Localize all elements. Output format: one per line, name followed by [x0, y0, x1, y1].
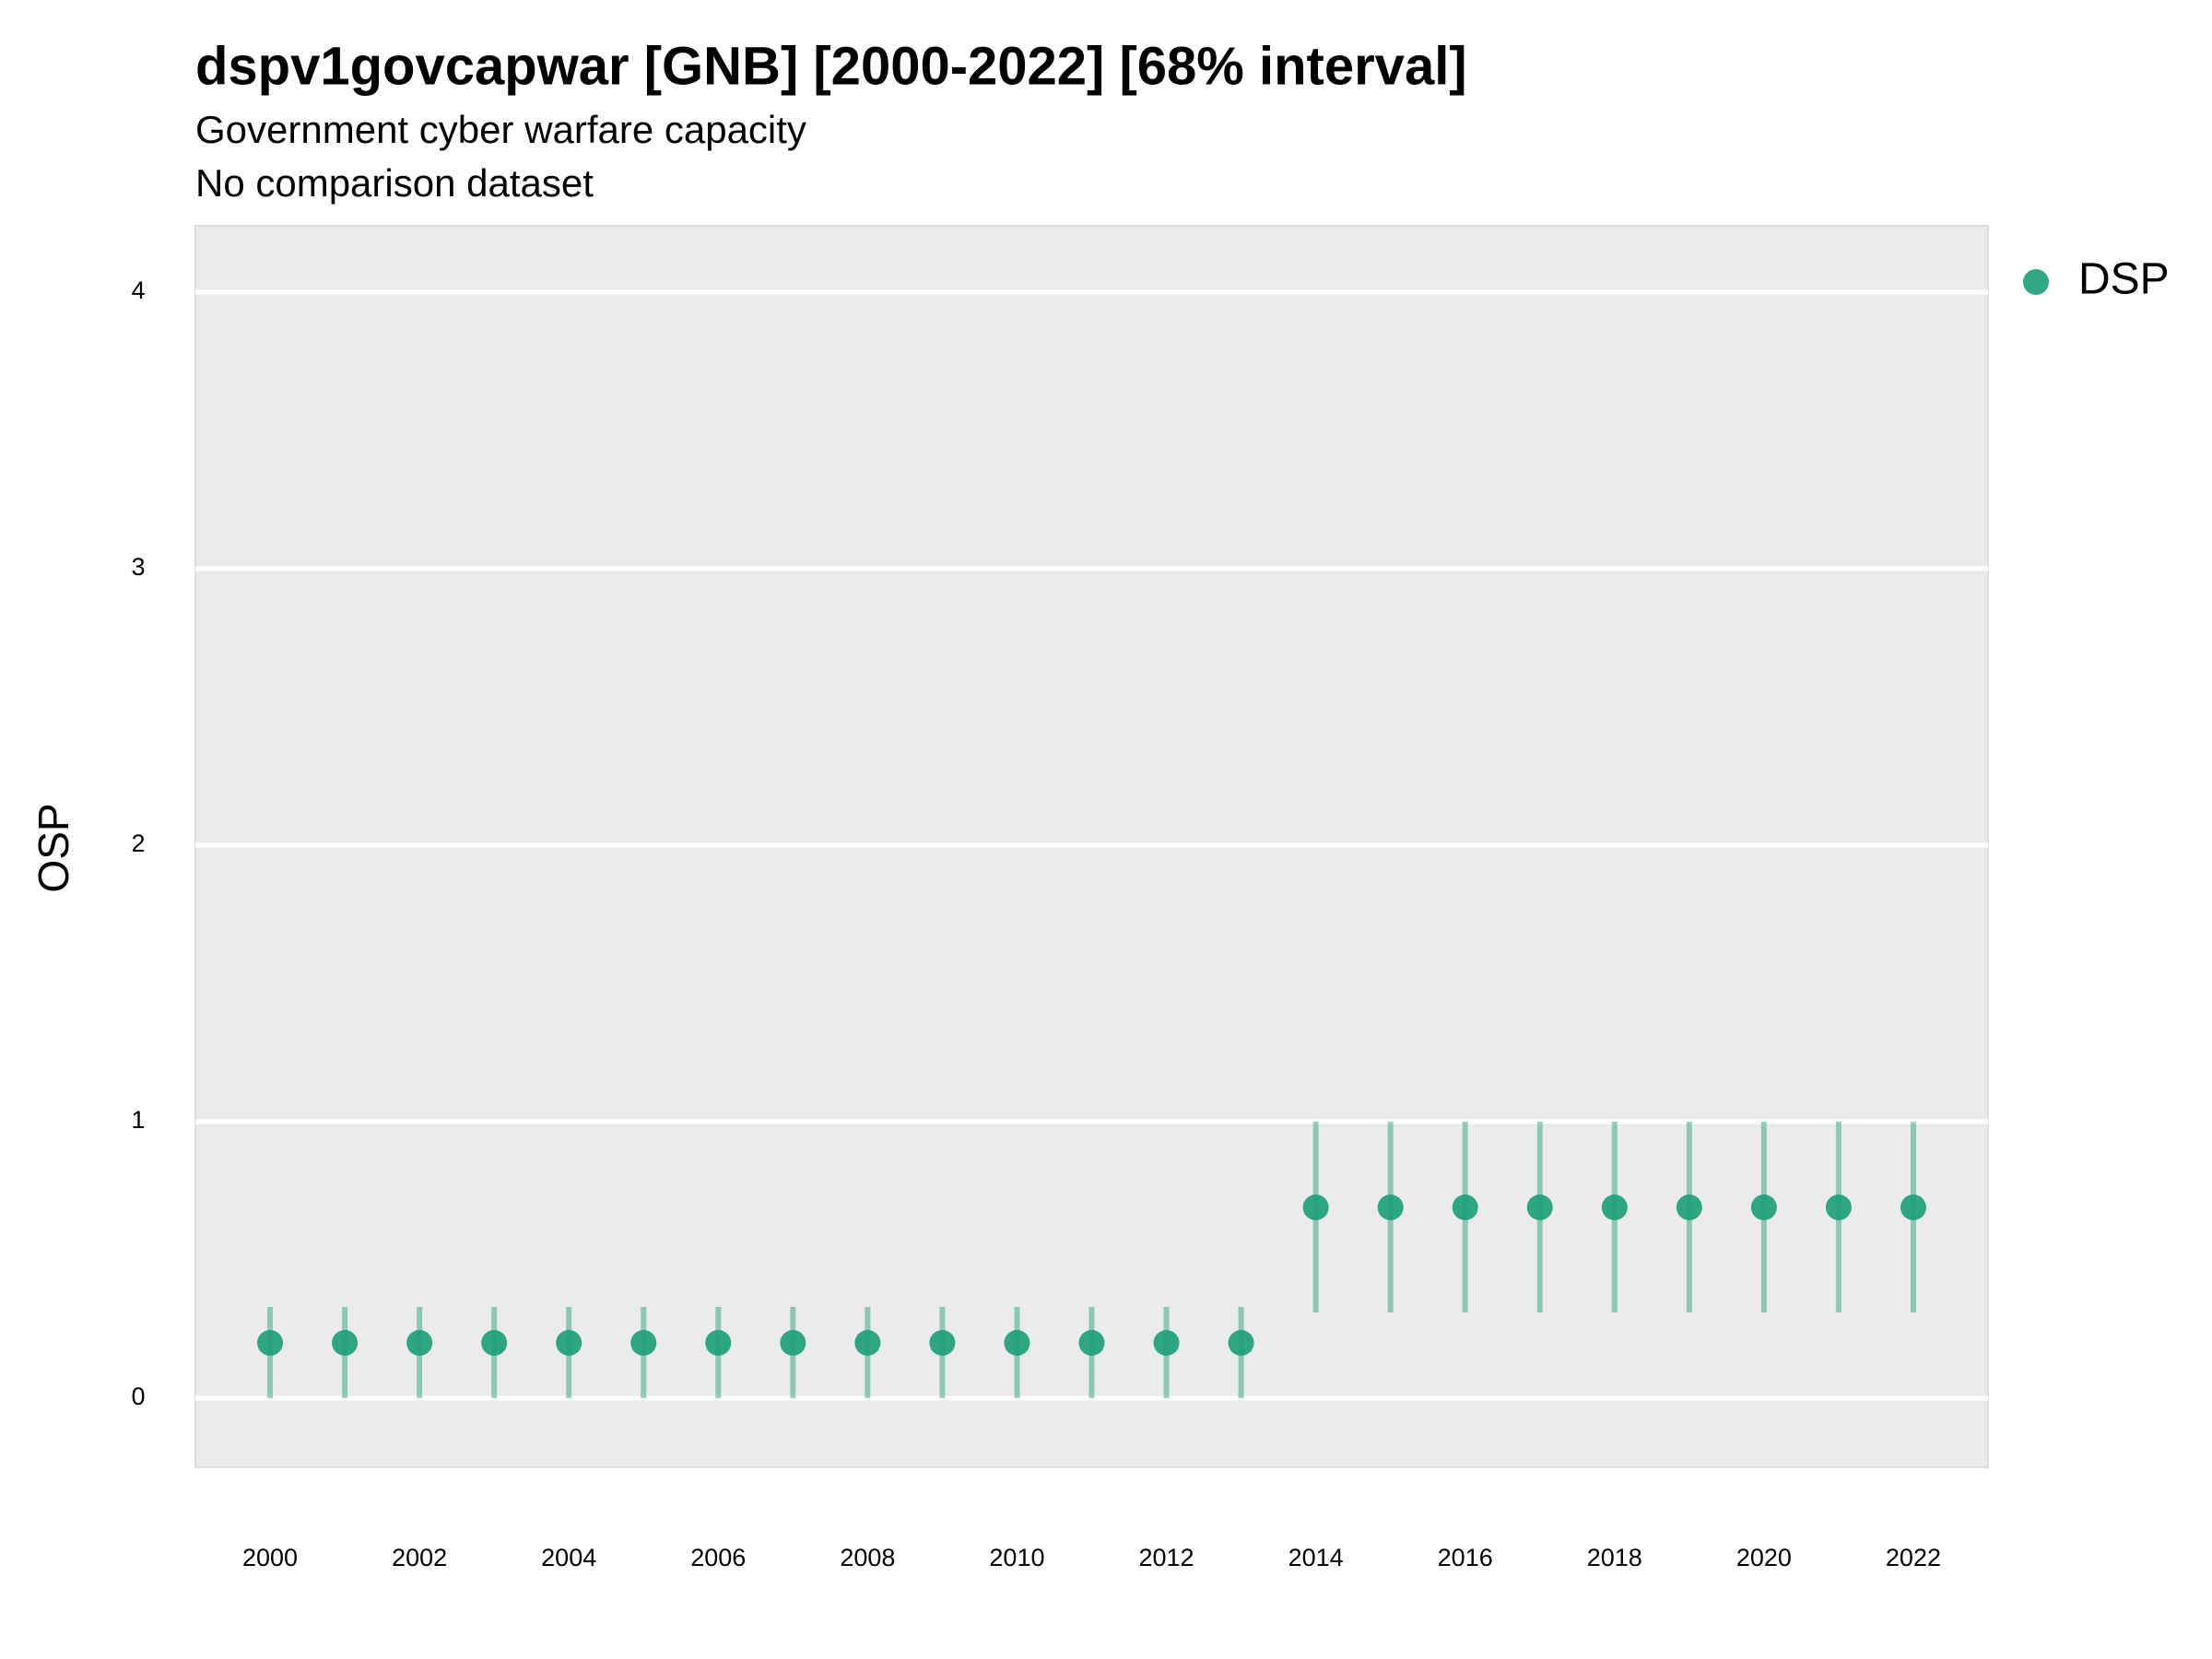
point: [705, 1330, 732, 1356]
legend-label: DSP: [2078, 255, 2170, 304]
point: [406, 1330, 433, 1356]
point: [332, 1330, 359, 1356]
y-tick-label: 2: [131, 830, 145, 857]
point: [556, 1330, 582, 1356]
point: [1825, 1194, 1852, 1220]
point: [1228, 1330, 1254, 1356]
point: [1900, 1194, 1926, 1220]
legend-marker: [2023, 269, 2049, 295]
point: [1750, 1194, 1777, 1220]
x-tick-label: 2012: [1139, 1544, 1194, 1571]
x-tick-label: 2014: [1288, 1544, 1344, 1571]
y-tick-label: 4: [131, 276, 145, 304]
point: [1452, 1194, 1478, 1220]
point: [481, 1330, 508, 1356]
x-tick-label: 2010: [989, 1544, 1044, 1571]
point: [780, 1330, 806, 1356]
point: [1377, 1194, 1404, 1220]
x-tick-label: 2006: [690, 1544, 746, 1571]
point: [1302, 1194, 1329, 1220]
x-tick-label: 2022: [1886, 1544, 1941, 1571]
y-tick-label: 3: [131, 553, 145, 581]
chart-subtitle: No comparison dataset: [195, 161, 594, 205]
y-axis-title: OSP: [29, 803, 77, 892]
chart-title: dspv1govcapwar [GNB] [2000-2022] [68% in…: [195, 36, 1467, 96]
point: [630, 1330, 657, 1356]
chart-subtitle: Government cyber warfare capacity: [195, 108, 806, 151]
x-tick-label: 2016: [1438, 1544, 1493, 1571]
point: [1601, 1194, 1628, 1220]
y-tick-label: 0: [131, 1382, 145, 1410]
point: [929, 1330, 956, 1356]
point: [1078, 1330, 1105, 1356]
point: [1153, 1330, 1180, 1356]
y-tick-label: 1: [131, 1106, 145, 1134]
point: [1526, 1194, 1553, 1220]
x-tick-label: 2004: [541, 1544, 596, 1571]
point: [257, 1330, 284, 1356]
x-tick-label: 2000: [242, 1544, 298, 1571]
x-tick-label: 2002: [392, 1544, 447, 1571]
point: [854, 1330, 881, 1356]
x-tick-label: 2008: [840, 1544, 895, 1571]
point: [1004, 1330, 1030, 1356]
x-tick-label: 2018: [1587, 1544, 1642, 1571]
point: [1676, 1194, 1702, 1220]
x-tick-label: 2020: [1736, 1544, 1792, 1571]
